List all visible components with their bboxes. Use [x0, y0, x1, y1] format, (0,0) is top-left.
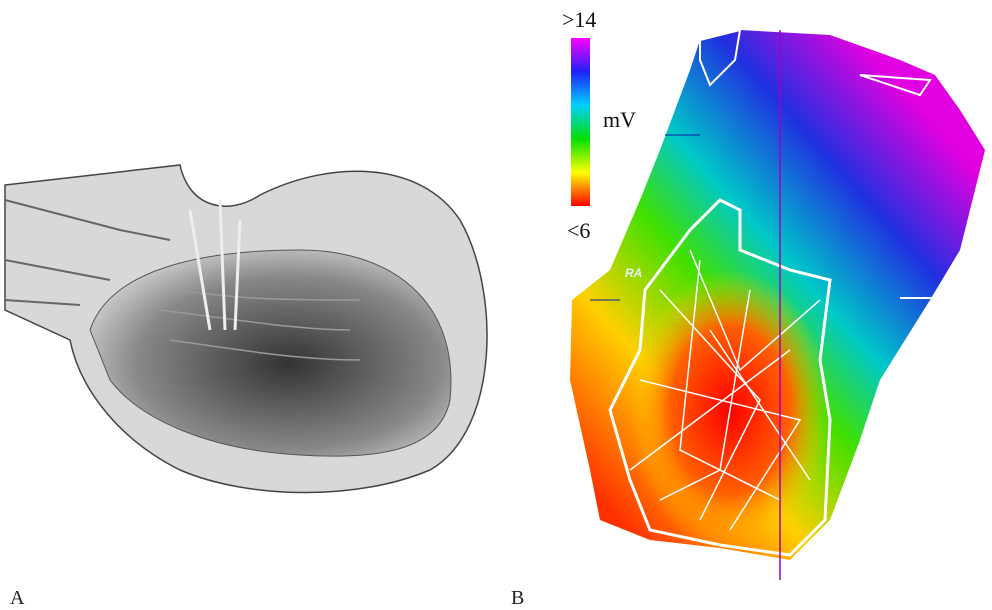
- figure: A RA >14 mV <6 B: [0, 0, 992, 610]
- heart-illustration: [5, 165, 487, 493]
- panel-label: B: [511, 587, 524, 609]
- colorbar-max-label: >14: [562, 7, 596, 32]
- colorbar-min-label: <6: [567, 218, 590, 243]
- colorbar: [571, 38, 590, 206]
- colorbar-unit: mV: [603, 107, 636, 132]
- panel-label: A: [10, 587, 25, 609]
- map-annotation: RA: [625, 266, 642, 280]
- page: A RA >14 mV <6 B (() => { const data = J…: [0, 0, 992, 610]
